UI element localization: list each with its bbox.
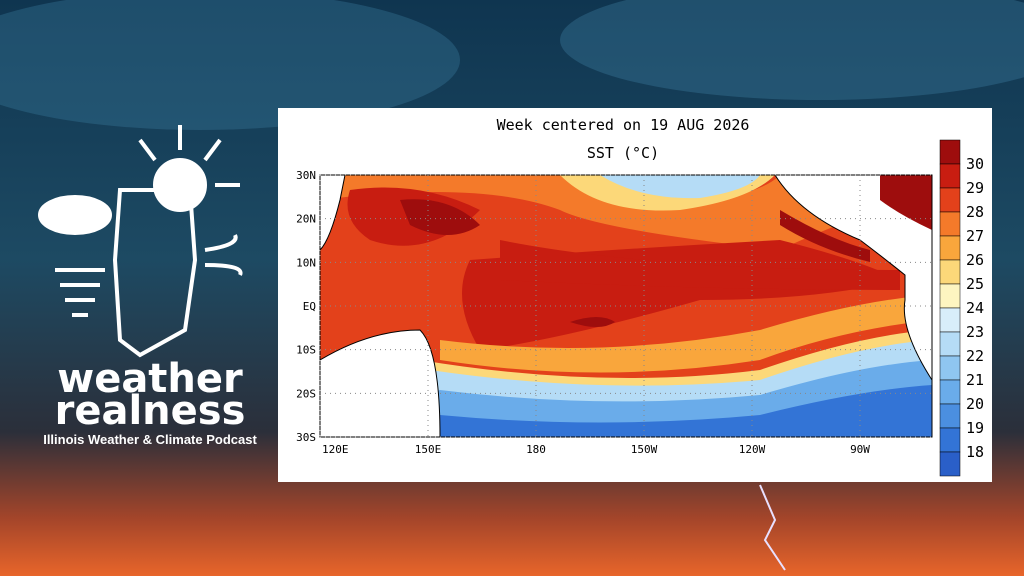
cloud: [0, 0, 460, 130]
logo-line: realness: [55, 388, 246, 434]
colorbar-box: [939, 211, 961, 237]
colorbar-box: [939, 331, 961, 357]
cloud: [560, 0, 1024, 100]
lon-label: 90W: [850, 443, 870, 456]
colorbar-label: 25: [966, 275, 984, 293]
map-title: Week centered on 19 AUG 2026: [497, 116, 750, 134]
wind-icon: [204, 234, 243, 276]
lon-label: 120W: [739, 443, 766, 456]
lightning: [759, 484, 786, 571]
colorbar-label: 27: [966, 227, 984, 245]
colorbar-label: 24: [966, 299, 984, 317]
logo-line: weather: [57, 356, 243, 402]
colorbar-label: 28: [966, 203, 984, 221]
colorbar-label: 23: [966, 323, 984, 341]
map-subtitle: SST (°C): [587, 144, 659, 162]
lat-label: EQ: [303, 300, 316, 313]
colorbar-label: 20: [966, 395, 984, 413]
lat-label: 10S: [296, 344, 316, 357]
logo: [38, 125, 243, 358]
colorbar-box: [939, 187, 961, 213]
tornado-icon: [55, 268, 105, 317]
lat-label: 10N: [296, 256, 316, 269]
lon-label: 150W: [631, 443, 658, 456]
colorbar-box: [939, 403, 961, 429]
colorbar-box: [939, 451, 961, 477]
lon-label: 180: [526, 443, 546, 456]
colorbar-label: 22: [966, 347, 984, 365]
colorbar-box: [939, 355, 961, 381]
colorbar-box: [939, 259, 961, 285]
colorbar-label: 26: [966, 251, 984, 269]
lat-label: 30S: [296, 431, 316, 444]
lon-label: 150E: [415, 443, 442, 456]
lat-label: 20S: [296, 387, 316, 400]
lat-label: 30N: [296, 169, 316, 182]
lat-label: 20N: [296, 213, 316, 226]
sun: [153, 158, 207, 212]
colorbar-box: [939, 139, 961, 165]
logo-tagline: Illinois Weather & Climate Podcast: [43, 432, 257, 447]
colorbar-label: 19: [966, 419, 984, 437]
colorbar-box: [939, 307, 961, 333]
colorbar-label: 30: [966, 155, 984, 173]
colorbar-label: 18: [966, 443, 984, 461]
colorbar-box: [939, 379, 961, 405]
colorbar-box: [939, 163, 961, 189]
cloud-icon: [38, 195, 112, 235]
colorbar-box: [939, 427, 961, 453]
colorbar-box: [939, 235, 961, 261]
sun-rays: [138, 125, 240, 187]
lon-label: 120E: [322, 443, 349, 456]
colorbar-label: 21: [966, 371, 984, 389]
colorbar-box: [939, 283, 961, 309]
colorbar-label: 29: [966, 179, 984, 197]
